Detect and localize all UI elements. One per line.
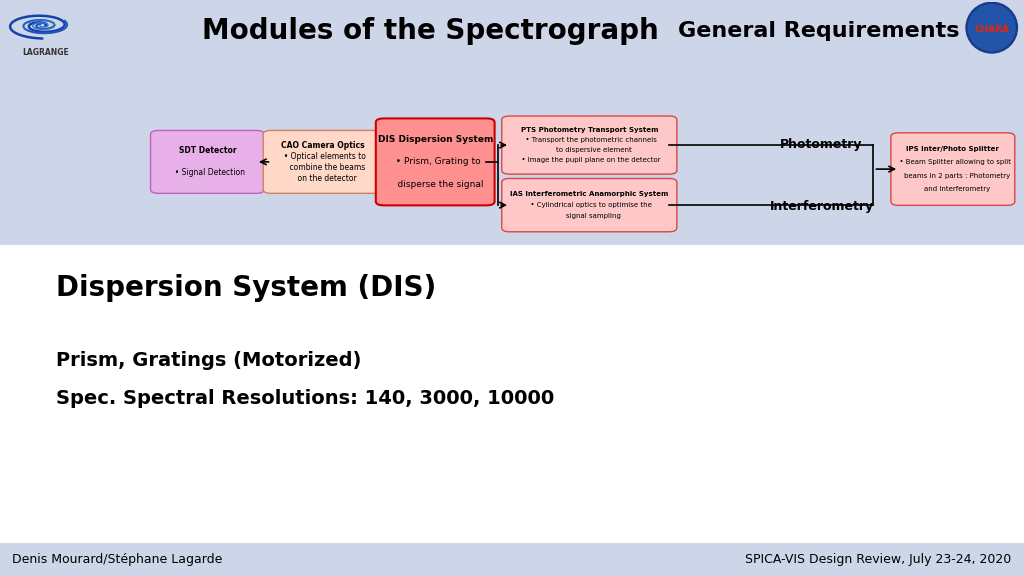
Text: • Prism, Grating to: • Prism, Grating to (390, 157, 480, 166)
Text: • Image the pupil plane on the detector: • Image the pupil plane on the detector (517, 157, 662, 162)
Text: • Transport the photometric channels: • Transport the photometric channels (521, 137, 657, 143)
Text: Interferometry: Interferometry (770, 200, 874, 213)
Text: • Beam Splitter allowing to split: • Beam Splitter allowing to split (895, 160, 1011, 165)
Text: Prism, Gratings (Motorized): Prism, Gratings (Motorized) (56, 351, 361, 370)
Text: IPS Inter/Photo Splitter: IPS Inter/Photo Splitter (906, 146, 999, 152)
Circle shape (966, 2, 1018, 53)
FancyBboxPatch shape (263, 130, 382, 194)
Text: LAGRANGE: LAGRANGE (23, 48, 69, 57)
Text: to dispersive element: to dispersive element (547, 147, 632, 153)
Text: CAO Camera Optics: CAO Camera Optics (281, 141, 365, 150)
Text: combine the beams: combine the beams (280, 163, 366, 172)
Text: Denis Mourard/Stéphane Lagarde: Denis Mourard/Stéphane Lagarde (12, 553, 222, 566)
Text: Modules of the Spectrograph: Modules of the Spectrograph (202, 17, 658, 45)
Text: DIS Dispersion System: DIS Dispersion System (378, 135, 493, 144)
Text: • Cylindrical optics to optimise the: • Cylindrical optics to optimise the (526, 202, 652, 208)
FancyBboxPatch shape (0, 245, 1024, 543)
Text: PTS Photometry Transport System: PTS Photometry Transport System (520, 127, 658, 134)
Text: signal sampling: signal sampling (557, 214, 622, 219)
Text: • Signal Detection: • Signal Detection (170, 168, 245, 177)
Text: IAS Interferometric Anamorphic System: IAS Interferometric Anamorphic System (510, 191, 669, 197)
FancyBboxPatch shape (502, 116, 677, 174)
Text: SPICA-VIS Design Review, July 23-24, 2020: SPICA-VIS Design Review, July 23-24, 202… (745, 553, 1012, 566)
Text: disperse the signal: disperse the signal (386, 180, 484, 189)
Text: General Requirements: General Requirements (679, 21, 959, 41)
Text: Dispersion System (DIS): Dispersion System (DIS) (56, 274, 436, 302)
Text: Photometry: Photometry (780, 138, 863, 151)
Text: Spec. Spectral Resolutions: 140, 3000, 10000: Spec. Spectral Resolutions: 140, 3000, 1… (56, 389, 555, 408)
Text: • Optical elements to: • Optical elements to (280, 152, 366, 161)
Text: and Interferometry: and Interferometry (915, 186, 990, 192)
Circle shape (969, 5, 1015, 51)
Text: beams in 2 parts : Photometry: beams in 2 parts : Photometry (895, 173, 1011, 179)
FancyBboxPatch shape (376, 119, 495, 206)
FancyBboxPatch shape (502, 179, 677, 232)
Text: on the detector: on the detector (288, 174, 357, 183)
FancyBboxPatch shape (891, 133, 1015, 206)
Text: CHARA: CHARA (974, 25, 1010, 35)
Text: SDT Detector: SDT Detector (178, 146, 237, 156)
FancyBboxPatch shape (151, 130, 264, 194)
